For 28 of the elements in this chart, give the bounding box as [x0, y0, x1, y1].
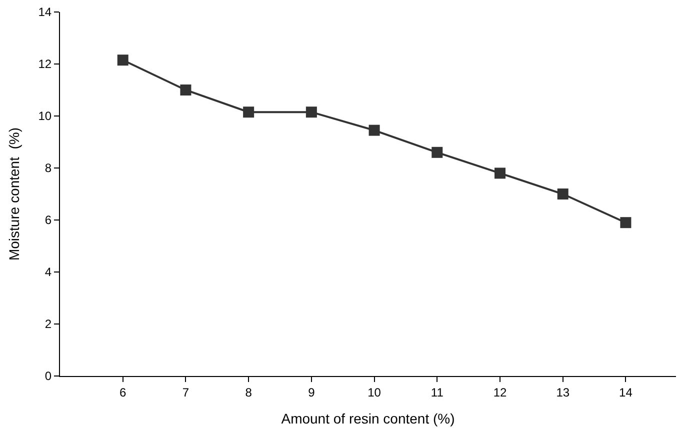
point	[432, 146, 443, 158]
point	[368, 124, 380, 136]
y-axis-title: Moisture content (%)	[6, 127, 22, 261]
y-tick-label: 8	[44, 161, 52, 176]
y-tick-label: 0	[44, 369, 52, 384]
x-tick-label: 12	[493, 385, 507, 400]
x-tick-label: 9	[308, 385, 316, 400]
y-tick-label: 6	[44, 213, 52, 228]
x-tick-label: 10	[368, 385, 382, 400]
x-tick-label: 14	[619, 385, 633, 400]
y-tick-label: 4	[44, 265, 52, 280]
point	[306, 106, 317, 118]
point	[557, 188, 568, 200]
x-tick-label: 8	[245, 385, 252, 400]
y-tick-label: 2	[44, 317, 52, 332]
point	[494, 168, 506, 179]
x-tick-label: 11	[430, 385, 444, 400]
point	[620, 217, 632, 228]
y-tick-label: 10	[38, 109, 52, 124]
x-tick-label: 7	[182, 385, 190, 400]
point	[117, 54, 128, 66]
x-axis-title: Amount of resin content (%)	[281, 410, 455, 427]
x-tick-label: 6	[120, 385, 127, 400]
y-tick-label: 14	[38, 5, 52, 20]
point	[243, 106, 254, 118]
x-tick-label: 13	[556, 385, 570, 400]
point	[180, 84, 192, 96]
y-tick-label: 12	[38, 57, 52, 72]
